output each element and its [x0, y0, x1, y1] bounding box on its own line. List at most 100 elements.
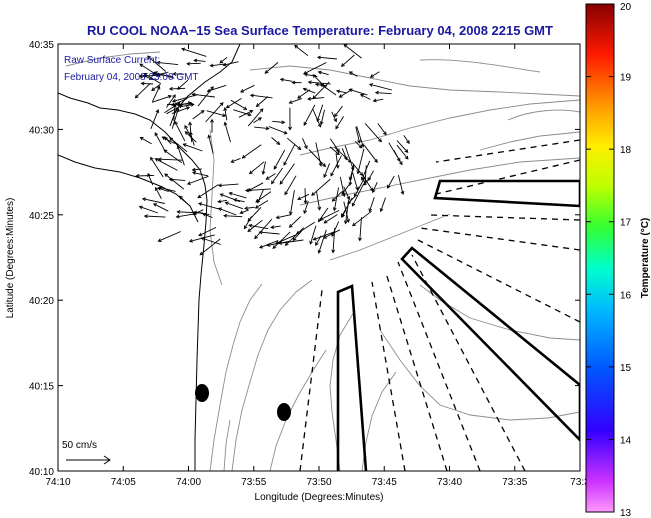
current-vector — [302, 87, 316, 94]
current-vector — [225, 98, 242, 109]
current-vector — [351, 210, 372, 227]
colorbar-tick-label: 14 — [620, 435, 632, 446]
current-vector — [141, 197, 165, 204]
current-vector — [253, 117, 262, 124]
current-vector — [217, 207, 237, 216]
current-vector — [163, 149, 182, 164]
current-vector — [151, 94, 172, 103]
current-vector — [244, 188, 271, 193]
current-vector — [283, 144, 296, 166]
current-vector — [146, 55, 167, 72]
current-vector — [351, 162, 364, 177]
current-vector — [297, 89, 311, 99]
current-vector — [223, 106, 228, 121]
current-vector — [199, 238, 221, 256]
current-vector — [219, 56, 228, 64]
current-vector — [292, 230, 303, 241]
current-vector — [303, 200, 309, 215]
current-vector — [198, 226, 217, 237]
current-vector — [210, 118, 214, 133]
current-vector — [278, 239, 304, 245]
coastline-inlet — [169, 44, 241, 127]
current-vector — [192, 110, 205, 120]
current-vector — [353, 175, 366, 198]
current-vector — [291, 80, 302, 85]
current-vector — [188, 234, 215, 243]
y-axis-label: Latitude (Degrees:Minutes) — [5, 198, 16, 319]
current-vector — [154, 186, 162, 199]
colorbar — [585, 3, 615, 513]
current-vector — [264, 62, 279, 74]
colorbar-tick-label: 16 — [620, 290, 632, 301]
current-vector — [152, 203, 169, 212]
current-vector — [323, 163, 331, 178]
current-vector — [393, 149, 401, 162]
current-vector — [397, 174, 405, 195]
annotation-line1: Raw Surface Current: — [64, 55, 160, 66]
current-vector — [143, 214, 166, 219]
current-vector — [157, 186, 169, 193]
x-axis-label: Longitude (Degrees:Minutes) — [255, 492, 384, 503]
current-vector — [341, 148, 348, 161]
current-vector — [352, 172, 359, 191]
current-vector — [355, 126, 361, 144]
current-vector — [228, 191, 247, 199]
current-vector — [316, 104, 324, 123]
current-vector — [193, 58, 206, 63]
current-vector — [219, 193, 241, 203]
current-vector — [372, 98, 384, 103]
current-vector — [284, 227, 305, 246]
current-vector — [288, 107, 292, 131]
current-vector — [248, 161, 265, 175]
x-tick-label: 74:05 — [111, 477, 136, 488]
current-vector — [343, 44, 362, 59]
survey-lines — [299, 139, 580, 471]
current-vector — [171, 107, 180, 129]
current-vector — [230, 99, 248, 110]
current-vector — [359, 94, 371, 100]
current-vector — [377, 123, 387, 136]
coastline — [58, 92, 208, 471]
current-vector — [302, 138, 308, 150]
colorbar-tick-label: 19 — [620, 73, 632, 84]
current-vector — [175, 213, 195, 219]
current-vector — [191, 167, 202, 172]
current-vector — [254, 218, 273, 240]
current-vector — [348, 164, 354, 187]
current-vector — [288, 98, 302, 104]
current-vector — [317, 70, 329, 76]
current-vector — [135, 173, 155, 178]
current-vector — [309, 225, 317, 245]
x-tick-label: 73:40 — [437, 477, 462, 488]
current-vector — [319, 109, 325, 126]
current-vector — [139, 63, 161, 78]
current-vector — [188, 121, 193, 143]
x-tick-label: 73:3 — [570, 477, 590, 488]
current-vector — [303, 104, 316, 126]
current-vector — [177, 101, 192, 106]
y-axis-ticks: 40:10 40:15 40:20 40:25 40:30 40:35 — [29, 40, 580, 478]
x-tick-label: 73:50 — [306, 477, 331, 488]
current-vector — [202, 212, 213, 219]
current-vector — [374, 90, 392, 95]
current-vector — [270, 225, 281, 230]
current-vector — [331, 111, 337, 123]
colorbar-label: Temperature (°C) — [640, 218, 651, 299]
current-vector — [240, 84, 255, 93]
current-vector — [156, 60, 179, 66]
current-vector — [217, 183, 239, 188]
current-vector — [348, 71, 358, 77]
chart-title: RU COOL NOAA−15 Sea Surface Temperature:… — [87, 23, 553, 38]
current-vector — [186, 175, 209, 185]
current-vector — [181, 102, 195, 107]
current-vector — [233, 109, 252, 117]
current-vector — [243, 216, 252, 230]
current-vector — [247, 219, 263, 232]
current-vector — [308, 149, 327, 168]
current-vector — [258, 230, 280, 235]
current-vector — [224, 201, 243, 210]
current-vector — [351, 183, 364, 207]
current-vector — [154, 132, 165, 151]
current-vector — [403, 135, 410, 145]
